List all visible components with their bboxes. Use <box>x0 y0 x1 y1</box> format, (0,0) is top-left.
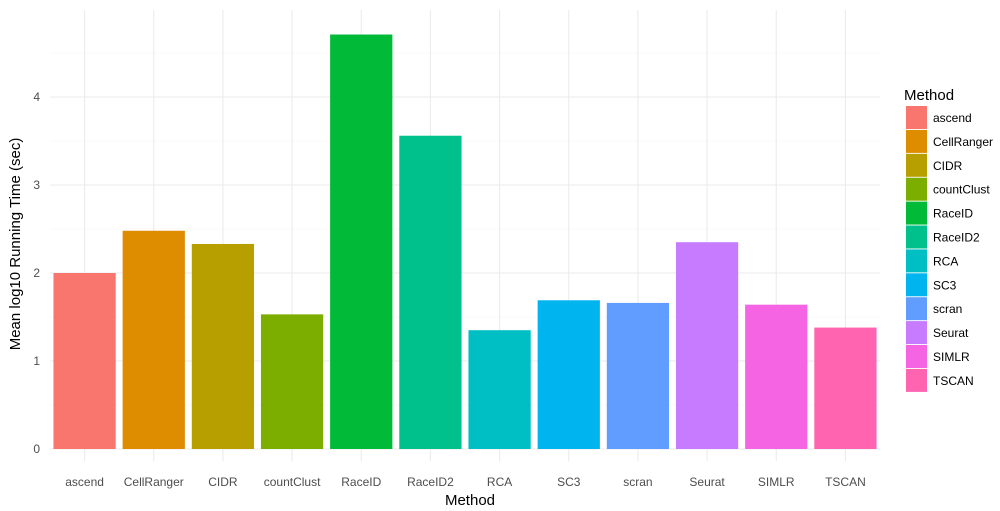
x-tick-label: scran <box>623 475 652 489</box>
bar-simlr <box>745 304 808 449</box>
legend-item-simlr: SIMLR <box>906 345 970 368</box>
legend-item-raceid: RaceID <box>906 201 973 225</box>
legend-swatch <box>906 249 927 273</box>
legend-swatch <box>906 129 927 153</box>
legend-swatch <box>906 177 927 201</box>
legend-swatch <box>906 345 927 368</box>
legend-swatch <box>906 321 927 345</box>
y-tick-label: 0 <box>33 442 40 456</box>
x-tick-label: CIDR <box>208 475 238 489</box>
legend-label: CellRanger <box>933 135 993 149</box>
bar-raceid <box>330 34 393 450</box>
legend-swatch <box>906 297 927 321</box>
x-tick-label: RCA <box>487 475 512 489</box>
legend-label: SIMLR <box>933 350 970 364</box>
x-tick-label: SIMLR <box>758 475 795 489</box>
x-tick-label: RaceID <box>341 475 381 489</box>
legend-label: Seurat <box>933 326 969 340</box>
x-tick-label: TSCAN <box>825 475 866 489</box>
bar-cidr <box>191 243 255 449</box>
bar-cellranger <box>122 230 185 449</box>
legend-item-scran: scran <box>906 297 962 321</box>
legend-item-sc3: SC3 <box>906 273 957 297</box>
bar-seurat <box>675 242 739 449</box>
y-tick-label: 3 <box>33 178 40 192</box>
x-tick-label: SC3 <box>557 475 581 489</box>
legend-label: ascend <box>933 111 972 125</box>
legend-label: CIDR <box>933 159 963 173</box>
legend-title: Method <box>904 87 954 104</box>
legend-swatch <box>906 106 927 129</box>
x-tick-label: ascend <box>65 475 104 489</box>
bar-rca <box>468 330 531 449</box>
x-tick-label: CellRanger <box>124 475 184 489</box>
y-tick-label: 4 <box>33 90 40 104</box>
y-axis-title: Mean log10 Running Time (sec) <box>7 138 24 351</box>
x-tick-label: countClust <box>264 475 321 489</box>
legend-swatch <box>906 368 927 392</box>
legend-item-rca: RCA <box>906 249 958 273</box>
bars <box>53 34 877 450</box>
x-axis-ticks: ascend CellRanger CIDR countClust RaceID Race… <box>65 475 866 489</box>
legend-item-countclust: countClust <box>906 177 990 201</box>
legend: Method ascend CellRanger CIDR countClust Rac… <box>904 87 993 392</box>
x-tick-label: RaceID2 <box>407 475 454 489</box>
legend-label: RCA <box>933 254 958 268</box>
legend-swatch <box>906 273 927 297</box>
legend-item-seurat: Seurat <box>906 321 969 345</box>
legend-item-ascend: ascend <box>906 106 972 129</box>
legend-item-tscan: TSCAN <box>906 368 974 392</box>
y-tick-label: 1 <box>33 354 40 368</box>
legend-swatch <box>906 153 927 177</box>
bar-scran <box>606 302 670 449</box>
bar-sc3 <box>537 300 600 449</box>
legend-label: scran <box>933 302 962 316</box>
bar-tscan <box>814 327 877 449</box>
legend-items: ascend CellRanger CIDR countClust RaceID Race… <box>906 106 993 392</box>
x-axis-title: Method <box>445 492 495 509</box>
legend-swatch <box>906 225 927 249</box>
legend-label: SC3 <box>933 278 957 292</box>
legend-label: TSCAN <box>933 374 974 388</box>
legend-label: countClust <box>933 183 990 197</box>
bar-countclust <box>260 314 324 449</box>
y-axis-ticks: 0 1 2 3 4 <box>33 90 40 456</box>
bar-raceid2 <box>399 135 462 449</box>
legend-item-cidr: CIDR <box>906 153 963 177</box>
legend-label: RaceID2 <box>933 231 980 245</box>
y-tick-label: 2 <box>33 266 40 280</box>
legend-swatch <box>906 201 927 225</box>
x-tick-label: Seurat <box>689 475 725 489</box>
legend-label: RaceID <box>933 207 973 221</box>
bar-ascend <box>53 273 116 449</box>
legend-item-raceid2: RaceID2 <box>906 225 980 249</box>
legend-item-cellranger: CellRanger <box>906 129 993 153</box>
